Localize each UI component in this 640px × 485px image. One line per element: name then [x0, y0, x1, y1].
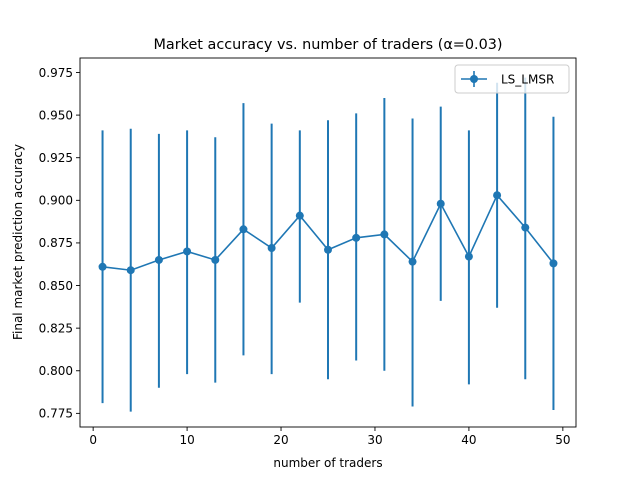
- legend-swatch-marker: [470, 75, 478, 83]
- legend: LS_LMSR: [454, 64, 570, 94]
- x-tick-label: 10: [179, 433, 194, 447]
- x-tick-label: 30: [367, 433, 382, 447]
- legend-box: [454, 64, 570, 94]
- data-point: [295, 211, 304, 220]
- y-tick-label: 0.800: [39, 364, 73, 378]
- y-tick-label: 0.775: [39, 407, 73, 421]
- chart-title: Market accuracy vs. number of traders (α…: [153, 37, 502, 53]
- x-axis-title: number of traders: [273, 456, 382, 470]
- data-point: [352, 233, 361, 242]
- data-point: [126, 266, 135, 275]
- y-tick-label: 0.875: [39, 236, 73, 250]
- x-tick-label: 0: [89, 433, 97, 447]
- data-point: [464, 252, 473, 261]
- data-point: [493, 191, 502, 200]
- data-point: [408, 257, 417, 266]
- y-axis-title: Final market prediction accuracy: [11, 144, 25, 340]
- data-point: [436, 199, 445, 208]
- x-tick-label: 50: [555, 433, 570, 447]
- axes: 0 10 20 30 40 50 0.775 0.800 0.825 0.850 0.875 0.90…: [39, 57, 577, 447]
- x-tick-label: 20: [273, 433, 288, 447]
- data-point: [154, 255, 163, 264]
- y-tick-label: 0.975: [39, 66, 73, 80]
- y-tick-label: 0.825: [39, 321, 73, 335]
- data-point: [239, 225, 248, 234]
- data-point: [380, 230, 389, 239]
- plot-area: [98, 77, 558, 412]
- data-point: [324, 245, 332, 254]
- data-point: [183, 247, 192, 256]
- data-point: [211, 255, 220, 264]
- data-point: [267, 244, 276, 253]
- data-point: [98, 262, 107, 271]
- data-point: [521, 223, 530, 232]
- y-tick-label: 0.925: [39, 151, 73, 165]
- y-tick-label: 0.950: [39, 108, 73, 122]
- x-tick-label: 40: [461, 433, 476, 447]
- y-tick-label: 0.900: [39, 194, 73, 208]
- legend-label: LS_LMSR: [501, 72, 554, 86]
- data-point: [549, 259, 558, 268]
- y-tick-label: 0.850: [39, 279, 73, 293]
